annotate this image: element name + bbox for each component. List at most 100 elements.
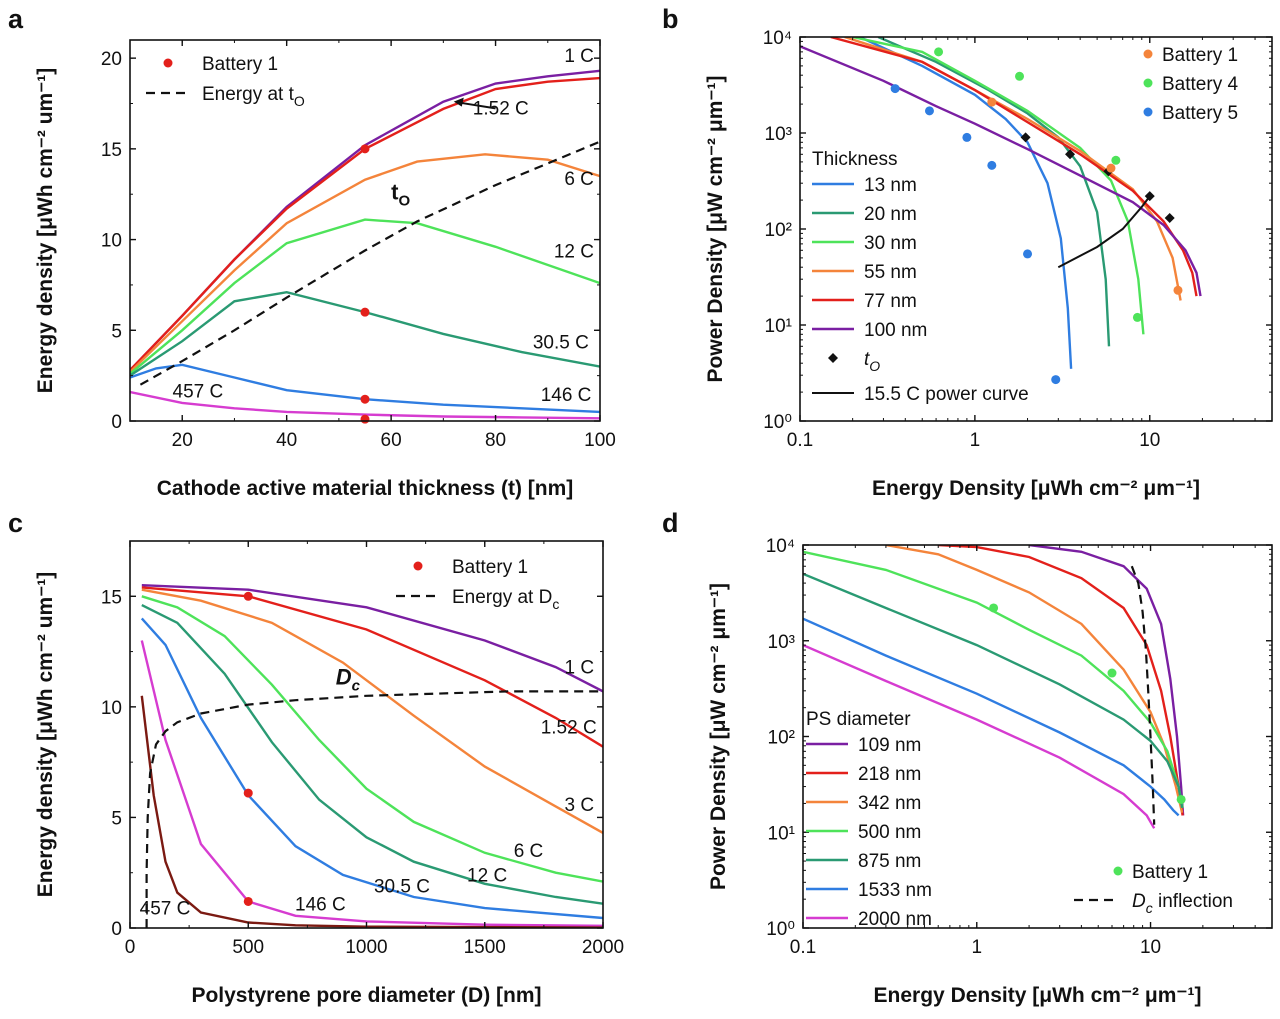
curve-label: 457 C bbox=[173, 381, 224, 402]
x-tick-label: 80 bbox=[485, 430, 506, 451]
battery-5-point bbox=[890, 84, 900, 94]
y-tick-label: 10¹ bbox=[765, 316, 792, 337]
series-line-500-nm bbox=[803, 550, 1184, 809]
legend-marker bbox=[1143, 107, 1153, 117]
x-tick-label: 10 bbox=[1139, 430, 1160, 451]
y-tick-label: 0 bbox=[111, 919, 122, 940]
series-line-109-nm bbox=[1028, 545, 1185, 816]
curve-annotation: tO bbox=[391, 180, 410, 210]
battery-1-point bbox=[989, 603, 999, 613]
x-tick-label: 0 bbox=[125, 937, 136, 958]
t-o-marker bbox=[1164, 213, 1175, 224]
dashed-curve bbox=[1130, 565, 1156, 825]
series-line-100-nm bbox=[800, 45, 1202, 297]
x-axis-title: Polystyrene pore diameter (D) [nm] bbox=[191, 984, 541, 1007]
legend-diamond bbox=[828, 353, 838, 363]
legend-t-sub: O bbox=[869, 358, 880, 374]
annotation-main: D bbox=[336, 665, 352, 690]
curve-label: 146 C bbox=[541, 385, 592, 406]
y-tick-label: 10³ bbox=[765, 124, 792, 145]
battery-1-marker bbox=[243, 591, 253, 601]
y-tick-label: 5 bbox=[111, 808, 122, 829]
battery-4-point bbox=[1015, 71, 1025, 81]
legend-entry-sub: c bbox=[552, 596, 559, 612]
legend-entry: 20 nm bbox=[864, 204, 917, 225]
battery-1-point bbox=[987, 97, 997, 107]
curve-label: 30.5 C bbox=[374, 877, 430, 898]
battery-4-point bbox=[1132, 312, 1142, 322]
x-axis-title: Cathode active material thickness (t) [n… bbox=[157, 477, 574, 500]
legend-entry: Battery 4 bbox=[1162, 74, 1238, 95]
series-line-457-c bbox=[140, 695, 603, 928]
series-line-146-c bbox=[130, 363, 600, 414]
legend-entry: 342 nm bbox=[858, 793, 921, 814]
y-tick-label: 10 bbox=[101, 698, 122, 719]
y-tick-label: 10³ bbox=[768, 632, 795, 653]
dashed-curve bbox=[139, 140, 600, 386]
battery-1-marker bbox=[360, 307, 370, 317]
series-line-875-nm bbox=[803, 572, 1184, 808]
battery-1-point bbox=[1106, 163, 1116, 173]
series-line-457-c bbox=[130, 390, 600, 420]
legend-entry: Battery 5 bbox=[1162, 103, 1238, 124]
x-tick-label: 100 bbox=[584, 430, 616, 451]
legend-entry: 30 nm bbox=[864, 233, 917, 254]
curve-label: 1.52 C bbox=[541, 717, 597, 738]
y-tick-label: 10² bbox=[765, 220, 792, 241]
annotation-sub: c bbox=[352, 678, 361, 695]
panel-letter: a bbox=[8, 4, 24, 34]
x-tick-label: 40 bbox=[276, 430, 297, 451]
label-arrow bbox=[459, 101, 496, 110]
x-axis-title: Energy Density [μWh cm⁻² μm⁻¹] bbox=[872, 477, 1200, 500]
dashed-curve bbox=[145, 690, 603, 928]
t-o-marker bbox=[1144, 191, 1155, 202]
curve-label: 1.52 C bbox=[473, 98, 529, 119]
battery-1-point bbox=[1173, 285, 1183, 295]
legend-marker bbox=[1143, 49, 1153, 59]
legend-entry-dc: Dc inflection bbox=[1132, 891, 1233, 916]
series-line-30-nm bbox=[852, 37, 1145, 335]
legend-entry: 13 nm bbox=[864, 175, 917, 196]
legend-marker bbox=[1113, 866, 1123, 876]
legend-entry: 875 nm bbox=[858, 851, 921, 872]
y-tick-label: 10⁰ bbox=[766, 919, 795, 940]
y-tick-label: 10² bbox=[768, 728, 795, 749]
y-tick-label: 10⁴ bbox=[763, 28, 792, 49]
x-tick-label: 1 bbox=[971, 937, 982, 958]
legend-entry: 55 nm bbox=[864, 262, 917, 283]
series-line-12-c bbox=[141, 604, 603, 905]
series-line-1-c bbox=[141, 584, 603, 693]
curve-label: 6 C bbox=[564, 169, 594, 190]
power-curve-15-5c bbox=[1057, 195, 1151, 269]
curve-label: 3 C bbox=[565, 795, 595, 816]
series-line-6-c bbox=[130, 153, 600, 373]
series-line-30-5-c bbox=[140, 617, 603, 920]
y-axis-title: Energy density [μWh cm⁻² um⁻¹] bbox=[34, 572, 57, 898]
y-tick-label: 10⁰ bbox=[763, 412, 792, 433]
x-tick-label: 0.1 bbox=[787, 430, 813, 451]
curve-label: 30.5 C bbox=[533, 332, 589, 353]
battery-1-marker bbox=[243, 788, 253, 798]
battery-4-point bbox=[1111, 155, 1121, 165]
panel-letter: b bbox=[662, 4, 679, 34]
y-tick-label: 10⁴ bbox=[766, 536, 795, 557]
legend-entry: 15.5 C power curve bbox=[864, 384, 1029, 405]
battery-1-marker bbox=[360, 414, 370, 424]
battery-4-point bbox=[934, 47, 944, 57]
x-tick-label: 1000 bbox=[345, 937, 387, 958]
series-line-12-c bbox=[130, 218, 600, 375]
t-o-marker bbox=[1065, 149, 1076, 160]
legend-dc-tail: inflection bbox=[1153, 891, 1233, 912]
y-tick-label: 20 bbox=[101, 49, 122, 70]
curve-label: 12 C bbox=[467, 866, 507, 887]
panel-letter: d bbox=[662, 508, 679, 538]
x-tick-label: 1 bbox=[970, 430, 981, 451]
arrow-head-icon bbox=[453, 97, 464, 107]
series-line-13-nm bbox=[859, 37, 1073, 369]
battery-5-point bbox=[924, 106, 934, 116]
x-axis-title: Energy Density [μWh cm⁻² μm⁻¹] bbox=[874, 984, 1202, 1007]
legend-entry: 100 nm bbox=[864, 320, 927, 341]
battery-1-marker bbox=[243, 896, 253, 906]
y-tick-label: 0 bbox=[111, 412, 122, 433]
legend-t-main: t bbox=[864, 349, 870, 370]
